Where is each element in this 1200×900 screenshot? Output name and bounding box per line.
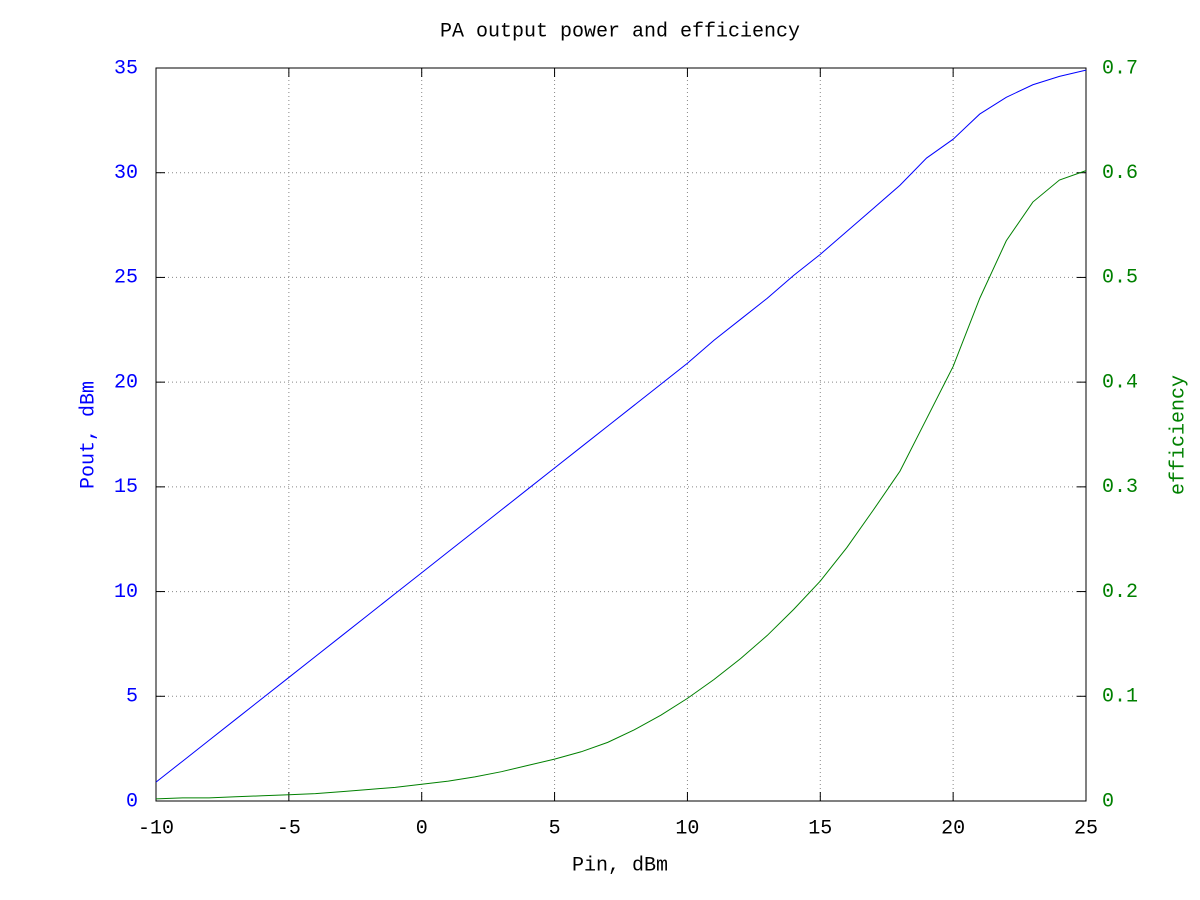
y-tick-label: 25 <box>114 267 138 290</box>
y2-tick-label: 0 <box>1102 790 1114 813</box>
x-tick-label: 0 <box>416 817 428 840</box>
y-tick-label: 35 <box>114 57 138 80</box>
x-tick-label: 20 <box>941 817 965 840</box>
y2-tick-label: 0.3 <box>1102 476 1138 499</box>
x-axis-label: Pin, dBm <box>572 854 668 877</box>
y-tick-label: 20 <box>114 371 138 394</box>
x-tick-label: -10 <box>138 817 174 840</box>
y2-tick-label: 0.6 <box>1102 162 1138 185</box>
y2-axis-label: efficiency <box>1167 375 1190 495</box>
y-tick-label: 15 <box>114 476 138 499</box>
y-tick-label: 10 <box>114 581 138 604</box>
x-tick-label: 10 <box>675 817 699 840</box>
chart-title: PA output power and efficiency <box>440 20 800 43</box>
y2-tick-label: 0.5 <box>1102 267 1138 290</box>
y2-tick-label: 0.1 <box>1102 686 1138 709</box>
x-tick-label: 5 <box>549 817 561 840</box>
y2-tick-label: 0.2 <box>1102 581 1138 604</box>
x-tick-label: 15 <box>808 817 832 840</box>
plot-frame <box>155 67 1087 802</box>
series-line <box>155 170 1087 800</box>
y-tick-label: 0 <box>126 790 138 813</box>
y-tick-label: 30 <box>114 162 138 185</box>
x-tick-label: 25 <box>1074 817 1098 840</box>
y-axis-label: Pout, dBm <box>77 381 100 489</box>
x-tick-label: -5 <box>277 817 301 840</box>
y-tick-label: 5 <box>126 686 138 709</box>
series-line <box>155 69 1087 783</box>
y2-tick-label: 0.4 <box>1102 371 1138 394</box>
y2-tick-label: 0.7 <box>1102 57 1138 80</box>
